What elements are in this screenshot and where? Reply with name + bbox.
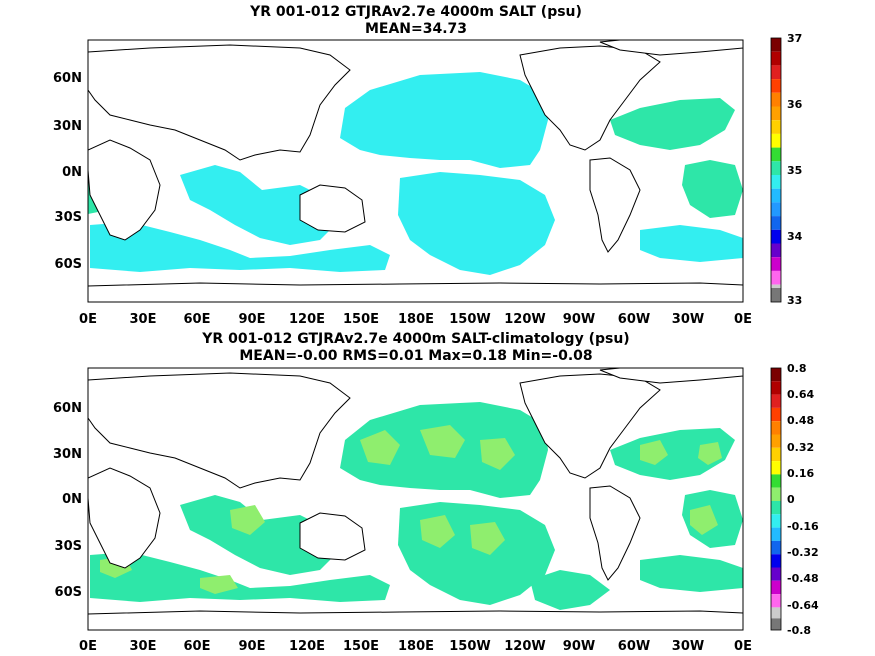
panel1-y-axis: 60N 30N 0N 30S 60S — [53, 71, 82, 272]
panel1-xtick-60w: 60W — [618, 312, 650, 327]
panel1-field-atlantic-north — [610, 98, 735, 150]
panel1-xtick-60e: 60E — [184, 312, 211, 327]
panel2-field-indian — [180, 495, 335, 575]
panel1-ytick-30n: 30N — [53, 119, 82, 134]
panel1-field-indian — [180, 165, 335, 245]
panel1-xtick-150w: 150W — [449, 312, 490, 327]
panel2-field-southern — [90, 552, 390, 602]
panel2-cb-label-5: 0 — [787, 493, 795, 506]
panel2-cb-label-8: -0.48 — [787, 572, 819, 585]
panel1-coastlines — [88, 40, 743, 302]
panel-salinity: YR 001-012 GTJRAv2.7e 4000m SALT (psu) M… — [53, 4, 803, 327]
panel2-positive-anomaly-patches — [100, 425, 722, 594]
panel2-colorbar-swatches — [770, 367, 782, 631]
panel1-frame — [87, 39, 744, 303]
panel2-field-southern-east — [530, 570, 610, 610]
panel1-xtick-30e: 30E — [130, 312, 157, 327]
panel1-field-southern-east — [640, 225, 743, 262]
panel1-cb-label-33: 33 — [787, 294, 802, 307]
panel1-xtick-120w: 120W — [504, 312, 545, 327]
panel2-xtick-0e-end: 0E — [734, 639, 752, 654]
panel1-xtick-30w: 30W — [672, 312, 704, 327]
panel2-field-atlantic-north — [610, 428, 735, 480]
panel2-cb-label-2: 0.48 — [787, 414, 814, 427]
panel1-xtick-0e-end: 0E — [734, 312, 752, 327]
panel1-cb-label-35: 35 — [787, 164, 802, 177]
panel1-colorbar-swatches — [770, 37, 782, 303]
panel2-subtitle: MEAN=-0.00 RMS=0.01 Max=0.18 Min=-0.08 — [239, 348, 592, 364]
panel2-xtick-90w: 90W — [563, 639, 595, 654]
panel1-xtick-90e: 90E — [239, 312, 266, 327]
panel1-ytick-30s: 30S — [55, 210, 82, 225]
panel2-ytick-30s: 30S — [55, 539, 82, 554]
panel1-ytick-60n: 60N — [53, 71, 82, 86]
panel2-xtick-180e: 180E — [398, 639, 434, 654]
panel1-xtick-120e: 120E — [289, 312, 325, 327]
panel2-cb-label-1: 0.64 — [787, 388, 814, 401]
panel1-title: YR 001-012 GTJRAv2.7e 4000m SALT (psu) — [249, 4, 582, 20]
panel2-ytick-30n: 30N — [53, 447, 82, 462]
panel-salinity-anomaly: YR 001-012 GTJRAv2.7e 4000m SALT-climato… — [53, 331, 819, 654]
panel2-cb-label-6: -0.16 — [787, 520, 819, 533]
panel1-xtick-0e: 0E — [79, 312, 97, 327]
panel2-cb-label-0: 0.8 — [787, 362, 807, 375]
panel2-xtick-120w: 120W — [504, 639, 545, 654]
panel2-ytick-0n: 0N — [62, 492, 82, 507]
panel2-ytick-60n: 60N — [53, 401, 82, 416]
panel2-cb-label-9: -0.64 — [787, 599, 819, 612]
panel1-field-north-pacific — [340, 72, 548, 168]
panel2-cb-label-3: 0.32 — [787, 441, 814, 454]
panel1-xtick-180e: 180E — [398, 312, 434, 327]
panel2-xtick-60w: 60W — [618, 639, 650, 654]
panel2-cb-label-10: -0.8 — [787, 624, 811, 637]
panel2-xtick-90e: 90E — [239, 639, 266, 654]
panel2-xtick-30w: 30W — [672, 639, 704, 654]
panel1-field-atlantic-south — [682, 160, 743, 218]
panel1-xtick-150e: 150E — [343, 312, 379, 327]
panel1-field-south-pacific — [398, 172, 555, 275]
panel1-ytick-60s: 60S — [55, 257, 82, 272]
panel2-cb-label-4: 0.16 — [787, 467, 814, 480]
panel1-cb-label-34: 34 — [787, 230, 803, 243]
panel1-ytick-0n: 0N — [62, 165, 82, 180]
panel2-frame — [87, 367, 744, 631]
panel2-xtick-150w: 150W — [449, 639, 490, 654]
panel2-title: YR 001-012 GTJRAv2.7e 4000m SALT-climato… — [201, 331, 629, 347]
panel2-coastlines — [88, 368, 743, 630]
panel1-xtick-90w: 90W — [563, 312, 595, 327]
panel2-xtick-0e: 0E — [79, 639, 97, 654]
panel1-cb-label-37: 37 — [787, 32, 802, 45]
panel1-map — [87, 39, 744, 303]
panel2-xtick-150e: 150E — [343, 639, 379, 654]
panel1-field-southern-west — [90, 222, 390, 272]
panel1-cb-label-36: 36 — [787, 98, 803, 111]
panel1-subtitle: MEAN=34.73 — [365, 21, 467, 37]
panel2-xtick-30e: 30E — [130, 639, 157, 654]
panel2-ytick-60s: 60S — [55, 585, 82, 600]
panel2-colorbar: 0.8 0.64 0.48 0.32 0.16 0 -0.16 -0.32 -0… — [770, 362, 819, 637]
panel2-field-atlantic-southeast — [640, 555, 743, 592]
panel2-cb-label-7: -0.32 — [787, 546, 819, 559]
panel1-x-axis: 0E 30E 60E 90E 120E 150E 180E 150W 120W … — [79, 312, 752, 327]
panel2-map — [87, 367, 744, 631]
panel2-x-axis: 0E 30E 60E 90E 120E 150E 180E 150W 120W … — [79, 639, 752, 654]
panel2-xtick-120e: 120E — [289, 639, 325, 654]
panel2-y-axis: 60N 30N 0N 30S 60S — [53, 401, 82, 600]
panel1-colorbar: 37 36 35 34 33 — [770, 32, 803, 307]
panel2-xtick-60e: 60E — [184, 639, 211, 654]
